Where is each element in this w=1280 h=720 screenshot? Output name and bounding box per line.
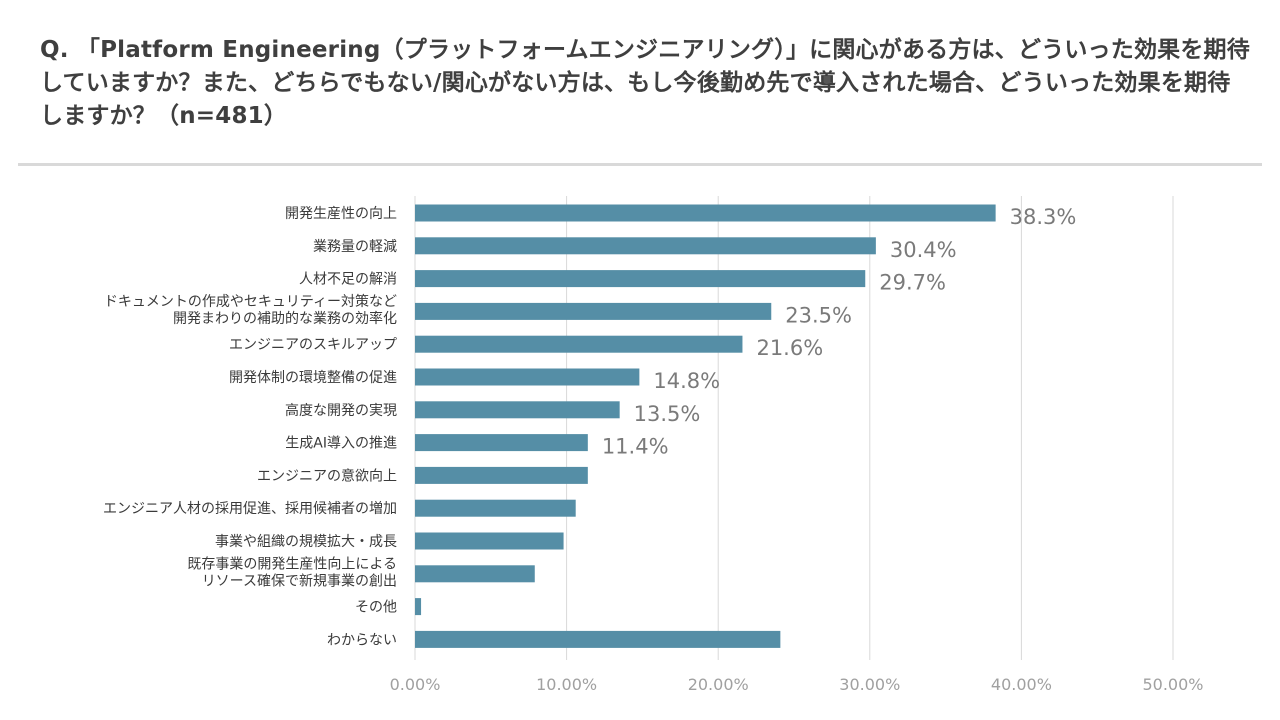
category-label: 生成AI導入の推進 <box>285 436 397 452</box>
bar <box>415 598 422 616</box>
bar <box>415 302 772 320</box>
category-label: ドキュメントの作成やセキュリティー対策など <box>104 293 397 310</box>
title-divider <box>18 163 1262 166</box>
x-tick-label: 20.00% <box>688 675 749 694</box>
category-label: 開発まわりの補助的な業務の効率化 <box>173 310 397 327</box>
data-label: 38.3% <box>1010 205 1077 229</box>
category-label: エンジニアの意欲向上 <box>257 467 397 484</box>
bar <box>415 630 781 648</box>
data-label: 21.6% <box>756 336 823 360</box>
category-label: エンジニアのスキルアップ <box>229 337 397 353</box>
category-label: 高度な開発の実現 <box>285 402 397 419</box>
bar <box>415 335 743 353</box>
data-label: 14.8% <box>653 369 720 393</box>
category-label: 人材不足の解消 <box>299 272 397 288</box>
bar <box>415 204 996 222</box>
bar <box>415 565 535 583</box>
x-tick-label: 40.00% <box>991 675 1052 694</box>
category-label: その他 <box>355 600 397 616</box>
x-tick-label: 30.00% <box>839 675 900 694</box>
bar <box>415 499 576 517</box>
category-label: 既存事業の開発生産性向上による <box>187 556 397 572</box>
bar <box>415 532 564 550</box>
chart-title: Q. 「Platform Engineering（プラットフォームエンジニアリン… <box>40 37 1250 129</box>
bar <box>415 434 588 452</box>
bar <box>415 270 866 288</box>
x-tick-label: 50.00% <box>1142 675 1203 694</box>
x-tick-label: 0.00% <box>390 675 441 694</box>
x-tick-label: 10.00% <box>536 675 597 694</box>
category-label: エンジニア人材の採用促進、採用候補者の増加 <box>103 501 397 517</box>
bar <box>415 401 620 419</box>
data-label: 13.5% <box>634 402 701 426</box>
data-label: 11.4% <box>602 435 669 459</box>
data-label: 30.4% <box>890 238 957 262</box>
data-label: 23.5% <box>785 303 852 327</box>
bar <box>415 368 640 386</box>
category-label: 事業や組織の規模拡大・成長 <box>215 534 397 550</box>
category-label: 開発体制の環境整備の促進 <box>229 370 397 386</box>
bar <box>415 466 588 484</box>
category-label: わからない <box>327 632 397 648</box>
data-label: 29.7% <box>879 271 946 295</box>
category-label: 開発生産性の向上 <box>285 206 397 222</box>
category-label: 業務量の軽減 <box>313 238 397 255</box>
bar <box>415 237 876 255</box>
category-label: リソース確保で新規事業の創出 <box>202 573 397 589</box>
